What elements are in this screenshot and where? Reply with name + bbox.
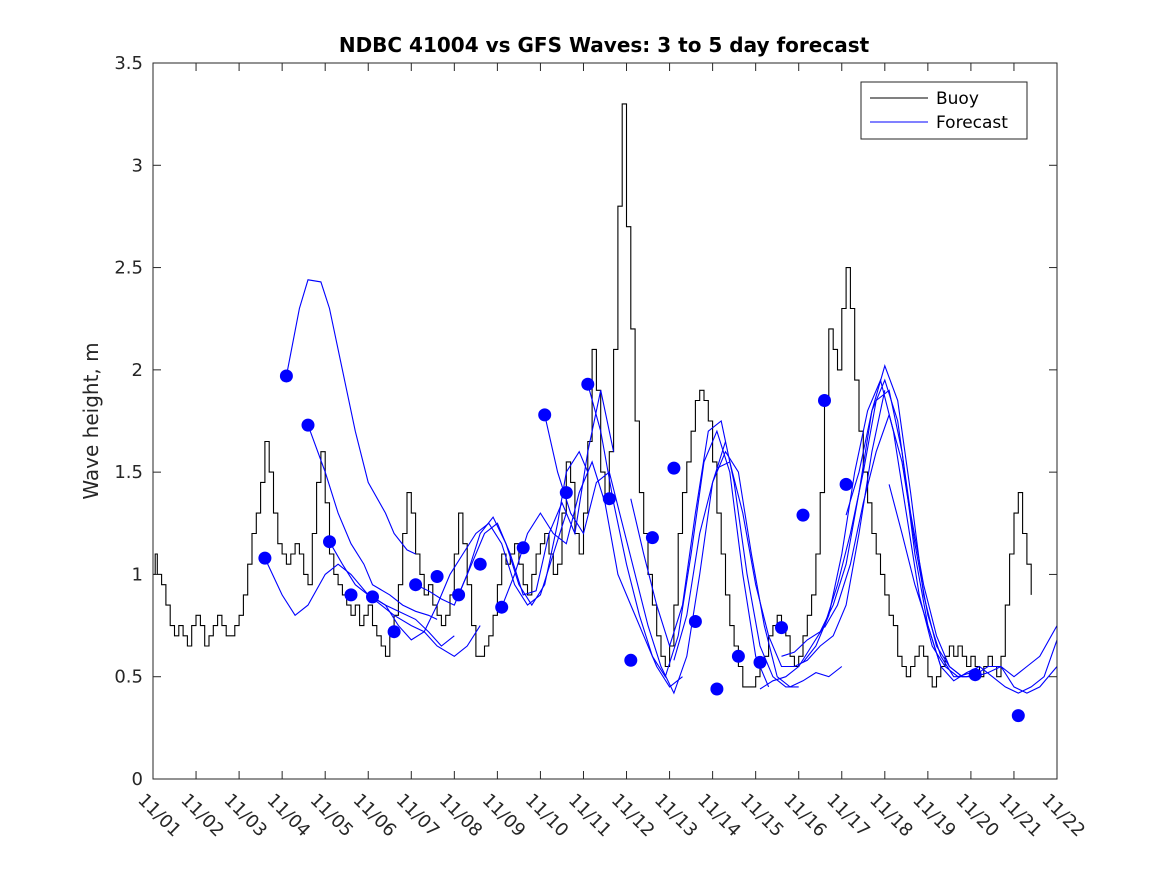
forecast-run-line <box>630 420 799 688</box>
forecast-marker <box>387 625 401 639</box>
forecast-marker <box>818 394 831 407</box>
forecast-run-line <box>372 512 567 641</box>
forecast-marker <box>796 508 810 522</box>
forecast-marker <box>645 531 659 545</box>
forecast-marker <box>775 621 788 635</box>
forecast-run-line <box>544 414 727 695</box>
forecast-marker <box>323 535 336 549</box>
forecast-marker <box>279 369 293 383</box>
y-tick-label: 0 <box>132 769 143 790</box>
forecast-marker <box>602 492 616 506</box>
legend-forecast-label: Forecast <box>936 113 1008 133</box>
forecast-marker <box>473 557 487 571</box>
forecast-marker <box>688 615 702 628</box>
forecast-marker <box>968 668 982 682</box>
forecast-run-line <box>285 279 416 555</box>
legend: Buoy Forecast <box>860 81 1028 140</box>
forecast-marker <box>344 588 358 602</box>
forecast-marker <box>667 461 681 475</box>
legend-buoy-label: Buoy <box>936 89 979 109</box>
forecast-run-line <box>845 378 1057 678</box>
forecast-marker <box>753 655 767 669</box>
y-tick-label: 2.5 <box>114 258 143 279</box>
plot-frame <box>152 62 1058 780</box>
forecast-run-line <box>329 541 455 647</box>
forecast-marker <box>1011 709 1025 723</box>
forecast-marker <box>366 590 379 604</box>
forecast-run-line <box>307 424 438 620</box>
forecast-marker <box>731 649 745 663</box>
forecast-run-line <box>824 413 1057 694</box>
forecast-marker <box>710 682 724 696</box>
y-tick-label: 2 <box>132 360 143 381</box>
forecast-marker <box>452 588 466 602</box>
forecast-run-line <box>458 390 615 596</box>
forecast-marker <box>430 570 444 583</box>
chart-title: NDBC 41004 vs GFS Waves: 3 to 5 day fore… <box>339 33 870 57</box>
y-tick-label: 3 <box>132 155 143 176</box>
forecast-run-line <box>802 378 972 678</box>
forecast-run-line <box>673 450 843 688</box>
y-tick-label: 3.5 <box>114 53 143 74</box>
forecast-marker <box>839 477 853 491</box>
forecast-marker <box>581 377 595 391</box>
y-tick-label: 0.5 <box>114 667 143 688</box>
buoy-series-line <box>153 103 1032 688</box>
y-tick-label: 1.5 <box>114 462 143 483</box>
forecast-marker <box>538 408 552 422</box>
forecast-marker <box>258 551 272 565</box>
y-axis-label: Wave height, m <box>79 342 103 499</box>
forecast-marker <box>409 578 423 592</box>
forecast-marker <box>624 653 638 667</box>
forecast-marker <box>559 486 573 500</box>
legend-box <box>860 81 1028 140</box>
forecast-marker <box>495 600 509 614</box>
forecast-run-line <box>587 384 770 688</box>
forecast-marker <box>516 541 530 555</box>
y-tick-label: 1 <box>132 564 143 585</box>
forecast-marker <box>301 418 315 432</box>
